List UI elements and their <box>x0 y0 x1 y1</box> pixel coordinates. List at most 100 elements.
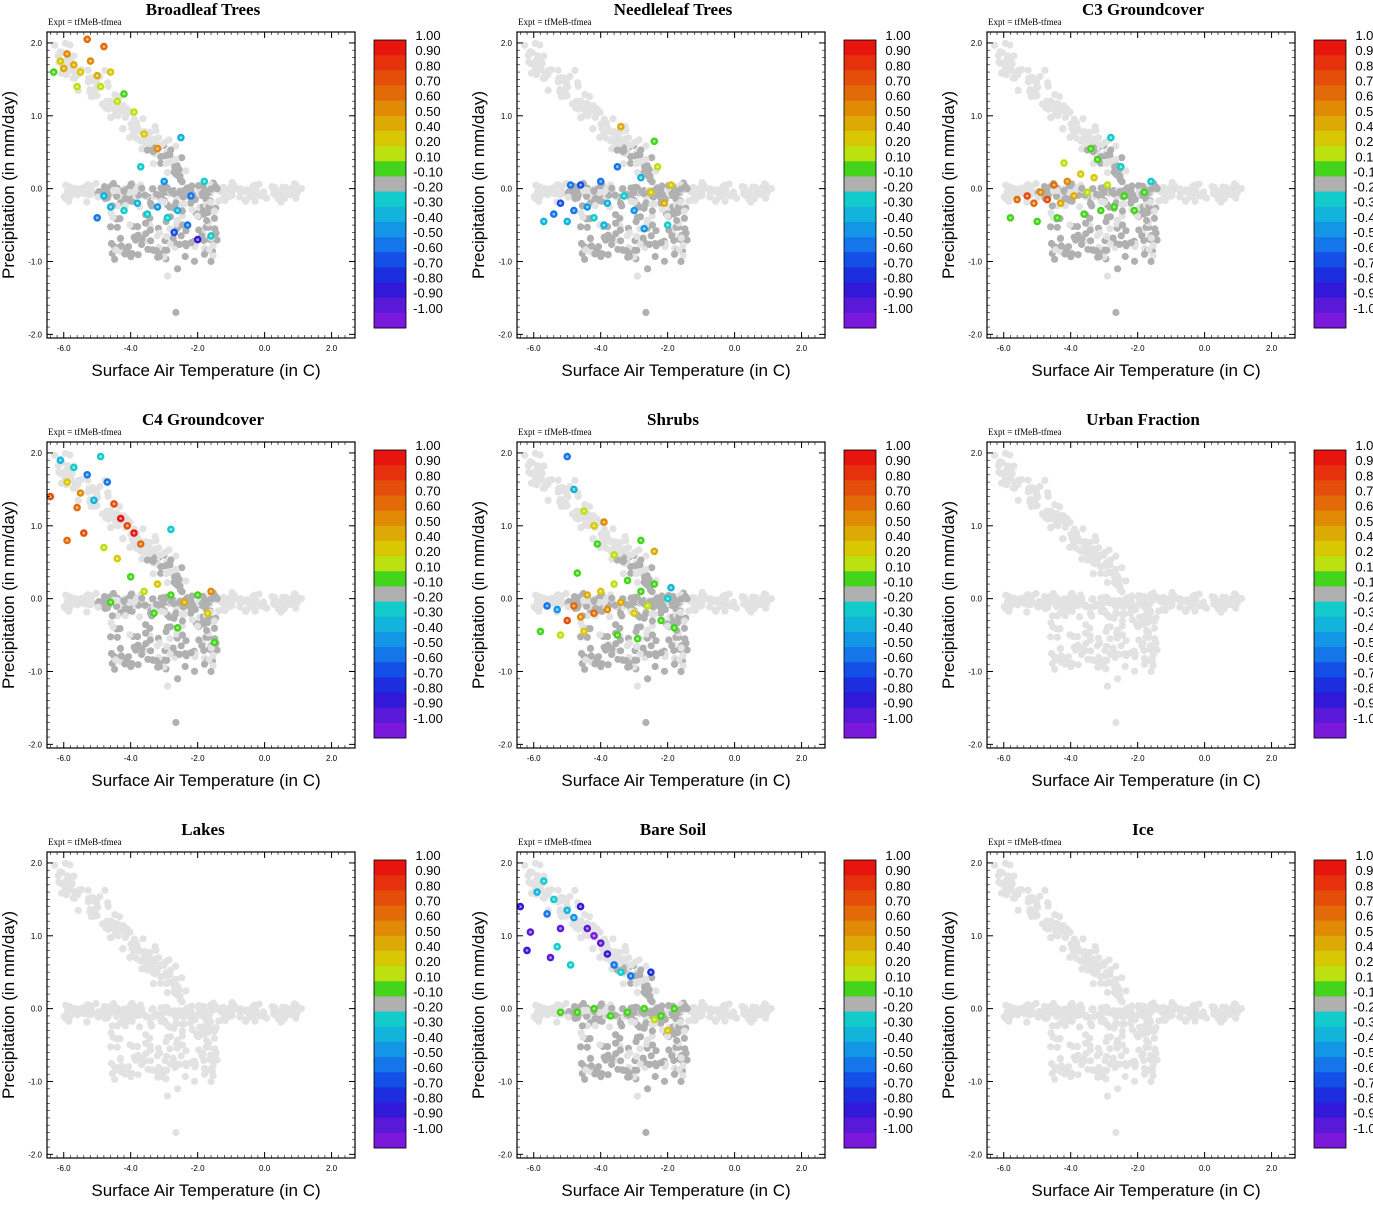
data-point-center <box>186 224 189 227</box>
background-point <box>644 675 651 682</box>
background-point <box>641 163 648 170</box>
data-point-center <box>86 473 89 476</box>
background-point <box>575 106 582 113</box>
background-point <box>1095 544 1102 551</box>
background-point <box>191 258 198 265</box>
background-point <box>282 601 289 608</box>
colorbar-swatch <box>844 677 876 693</box>
background-point <box>604 633 611 640</box>
data-point-center <box>619 601 622 604</box>
background-point <box>564 84 571 91</box>
background-point <box>995 469 1002 476</box>
colorbar-label: 0.80 <box>415 58 440 73</box>
background-point <box>617 647 624 654</box>
data-point-center <box>1093 176 1096 179</box>
background-point <box>999 49 1006 56</box>
background-point <box>1076 613 1083 620</box>
background-point <box>600 539 607 546</box>
colorbar-label: 0.60 <box>885 89 910 104</box>
colorbar-swatch <box>844 495 876 511</box>
colorbar-swatch <box>374 116 406 132</box>
background-point <box>1070 539 1077 546</box>
data-point-center <box>1086 191 1089 194</box>
background-point <box>1060 512 1067 519</box>
colorbar-swatch <box>374 283 406 299</box>
data-point-center <box>136 202 139 205</box>
background-point <box>1098 141 1105 148</box>
background-point <box>153 247 160 254</box>
colorbar-swatch <box>844 161 876 177</box>
background-point <box>668 642 675 649</box>
background-point <box>1079 115 1086 122</box>
background-point <box>681 635 688 642</box>
background-point <box>1108 598 1115 605</box>
colorbar-label: 0.70 <box>415 74 440 89</box>
x-tick-label: -4.0 <box>124 754 138 763</box>
background-point <box>1004 478 1011 485</box>
background-point <box>1025 488 1032 495</box>
colorbar-swatch <box>1314 40 1346 56</box>
y-axis-label: Precipitation (in mm/day) <box>469 91 488 279</box>
colorbar-label: -0.70 <box>883 665 913 680</box>
data-point-center <box>666 224 669 227</box>
data-point-center <box>552 213 555 216</box>
data-point-center <box>1016 198 1019 201</box>
background-point <box>1104 683 1111 690</box>
colorbar-label: -0.20 <box>413 590 443 605</box>
background-point <box>1004 68 1011 75</box>
background-point <box>698 599 705 606</box>
background-point <box>138 595 145 602</box>
background-point <box>1092 123 1099 130</box>
background-point <box>1124 594 1131 601</box>
background-point <box>1067 530 1074 537</box>
background-point <box>1106 225 1113 232</box>
background-point <box>1036 73 1043 80</box>
background-point <box>1101 609 1108 616</box>
background-point <box>1067 120 1074 127</box>
y-axis-label: Precipitation (in mm/day) <box>0 501 18 689</box>
background-point <box>122 114 129 121</box>
background-point <box>88 594 95 601</box>
background-point <box>726 192 733 199</box>
colorbar-swatch <box>1314 101 1346 117</box>
background-point <box>62 450 69 457</box>
data-point-center <box>173 231 176 234</box>
x-tick-label: 0.0 <box>729 344 741 353</box>
background-point <box>658 649 665 656</box>
background-point <box>171 163 178 170</box>
colorbar-label: -0.40 <box>883 210 913 225</box>
background-point <box>1127 200 1134 207</box>
background-point <box>592 195 599 202</box>
colorbar-swatch <box>844 55 876 71</box>
colorbar-swatch <box>374 161 406 177</box>
colorbar-label: -0.60 <box>883 650 913 665</box>
y-tick-label: 1.0 <box>31 112 43 121</box>
background-point <box>658 239 665 246</box>
data-point-center <box>82 532 85 535</box>
colorbar-swatch <box>374 693 406 709</box>
background-point <box>644 265 651 272</box>
background-point <box>616 215 623 222</box>
y-tick-label: 1.0 <box>31 522 43 531</box>
background-point <box>155 134 162 141</box>
data-point-center <box>1133 209 1136 212</box>
data-point-center <box>109 206 112 209</box>
background-point <box>555 488 562 495</box>
background-point <box>120 125 127 132</box>
background-point <box>142 602 149 609</box>
background-point <box>618 202 625 209</box>
colorbar-swatch <box>374 723 406 739</box>
colorbar: 1.000.900.800.700.600.500.400.200.10-0.1… <box>374 438 443 738</box>
background-point <box>1147 609 1154 616</box>
data-point-center <box>640 176 643 179</box>
data-point-center <box>660 619 663 622</box>
data-point-center <box>76 85 79 88</box>
background-point <box>534 188 541 195</box>
background-point <box>203 217 210 224</box>
background-point <box>1238 185 1245 192</box>
background-point <box>1025 78 1032 85</box>
